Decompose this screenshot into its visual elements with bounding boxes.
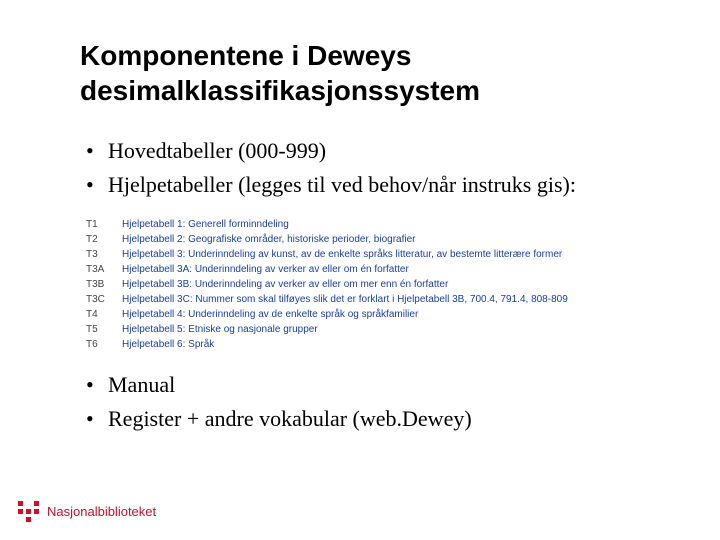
aux-code: T3A xyxy=(86,262,122,277)
aux-code: T3 xyxy=(86,247,122,262)
aux-table-row: T3A Hjelpetabell 3A: Underinndeling av v… xyxy=(86,262,660,277)
aux-desc[interactable]: Hjelpetabell 4: Underinndeling av de enk… xyxy=(122,307,660,322)
aux-table-row: T3 Hjelpetabell 3: Underinndeling av kun… xyxy=(86,247,660,262)
aux-table-row: T2 Hjelpetabell 2: Geografiske områder, … xyxy=(86,232,660,247)
aux-desc[interactable]: Hjelpetabell 6: Språk xyxy=(122,337,660,352)
slide-content: Komponentene i Deweys desimalklassifikas… xyxy=(0,0,720,434)
footer-logo: Nasjonalbiblioteket xyxy=(18,501,156,522)
aux-desc[interactable]: Hjelpetabell 1: Generell forminndeling xyxy=(122,217,660,232)
logo-text: Nasjonalbiblioteket xyxy=(47,504,156,519)
bullet-item: Hovedtabeller (000-999) xyxy=(80,136,660,166)
aux-desc[interactable]: Hjelpetabell 2: Geografiske områder, his… xyxy=(122,232,660,247)
slide-title: Komponentene i Deweys desimalklassifikas… xyxy=(80,38,660,108)
aux-code: T1 xyxy=(86,217,122,232)
aux-code: T4 xyxy=(86,307,122,322)
aux-table-row: T3C Hjelpetabell 3C: Nummer som skal til… xyxy=(86,292,660,307)
aux-code: T6 xyxy=(86,337,122,352)
logo-dots-icon xyxy=(18,501,39,522)
aux-code: T3C xyxy=(86,292,122,307)
aux-table-row: T5 Hjelpetabell 5: Etniske og nasjonale … xyxy=(86,322,660,337)
bullet-item: Manual xyxy=(80,370,660,400)
bullets-top: Hovedtabeller (000-999) Hjelpetabeller (… xyxy=(80,136,660,199)
aux-desc[interactable]: Hjelpetabell 3B: Underinndeling av verke… xyxy=(122,277,660,292)
aux-code: T2 xyxy=(86,232,122,247)
bullet-item: Hjelpetabeller (legges til ved behov/når… xyxy=(80,170,660,200)
aux-table-row: T1 Hjelpetabell 1: Generell forminndelin… xyxy=(86,217,660,232)
aux-code: T5 xyxy=(86,322,122,337)
aux-table: T1 Hjelpetabell 1: Generell forminndelin… xyxy=(80,217,660,352)
aux-table-row: T6 Hjelpetabell 6: Språk xyxy=(86,337,660,352)
aux-desc[interactable]: Hjelpetabell 3A: Underinndeling av verke… xyxy=(122,262,660,277)
bullets-bottom: Manual Register + andre vokabular (web.D… xyxy=(80,370,660,433)
aux-table-row: T4 Hjelpetabell 4: Underinndeling av de … xyxy=(86,307,660,322)
aux-table-row: T3B Hjelpetabell 3B: Underinndeling av v… xyxy=(86,277,660,292)
aux-code: T3B xyxy=(86,277,122,292)
aux-desc[interactable]: Hjelpetabell 3: Underinndeling av kunst,… xyxy=(122,247,660,262)
aux-desc[interactable]: Hjelpetabell 3C: Nummer som skal tilføye… xyxy=(122,292,660,307)
aux-desc[interactable]: Hjelpetabell 5: Etniske og nasjonale gru… xyxy=(122,322,660,337)
bullet-item: Register + andre vokabular (web.Dewey) xyxy=(80,404,660,434)
